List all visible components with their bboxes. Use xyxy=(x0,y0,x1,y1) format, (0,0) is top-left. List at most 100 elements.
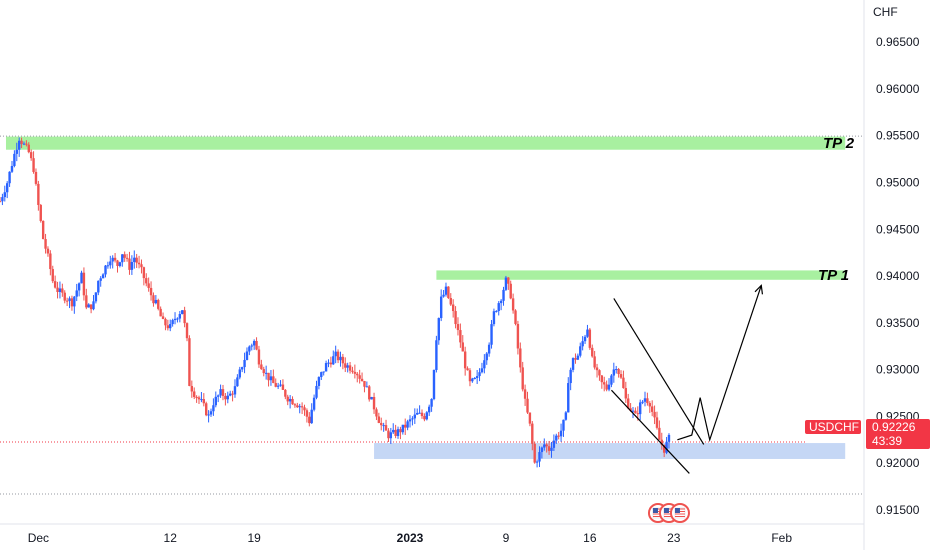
candle-body xyxy=(466,368,469,371)
candle-body xyxy=(106,265,110,267)
candle-body xyxy=(463,351,467,369)
candle-body xyxy=(519,348,522,368)
candle-body xyxy=(89,304,93,310)
candle-body xyxy=(145,278,148,284)
candle-body xyxy=(10,165,14,172)
trend-drawings xyxy=(610,284,764,474)
candle-body xyxy=(588,329,592,348)
candle-body xyxy=(444,286,448,295)
candle-body xyxy=(411,418,414,420)
time-axis[interactable]: Dec 12 19 2023 9 16 23 Feb xyxy=(28,531,793,545)
candle-body xyxy=(559,430,563,437)
time-tick-label: Dec xyxy=(28,531,49,545)
wedge-upper-line xyxy=(613,298,705,445)
candle-body xyxy=(80,272,83,284)
candle-body xyxy=(183,310,186,324)
candle-body xyxy=(171,320,174,325)
currency-label: CHF xyxy=(873,5,898,19)
candle-body xyxy=(648,403,651,407)
candle-body xyxy=(502,289,505,301)
candle-body xyxy=(214,396,217,406)
candle-body xyxy=(3,192,6,198)
candle-body xyxy=(605,384,608,390)
candle-body xyxy=(413,414,417,419)
candle-body xyxy=(303,407,306,411)
event-flag-icon[interactable] xyxy=(669,503,690,523)
candle-body xyxy=(598,370,601,376)
candle-body xyxy=(149,287,153,296)
candle-body xyxy=(320,372,323,378)
event-markers[interactable] xyxy=(647,503,690,523)
candle-body xyxy=(552,440,556,448)
candle-body xyxy=(193,391,196,397)
candle-body xyxy=(51,269,54,282)
candle-body xyxy=(298,406,301,408)
candle-body xyxy=(636,413,639,415)
candle-body xyxy=(545,444,548,447)
candle-body xyxy=(300,406,304,408)
candle-body xyxy=(41,220,45,240)
candle-body xyxy=(200,399,203,401)
candle-body xyxy=(406,421,409,428)
candle-body xyxy=(44,239,47,249)
price-axis[interactable]: 0.96500 0.96000 0.95500 0.95000 0.94500 0.940… xyxy=(876,35,920,517)
candle-body xyxy=(629,408,632,411)
candle-body xyxy=(250,345,253,347)
candle-body xyxy=(142,267,146,279)
candle-body xyxy=(473,377,476,379)
candle-body xyxy=(516,323,520,349)
candle-body xyxy=(238,369,241,378)
candle-body xyxy=(617,369,620,375)
candle-body xyxy=(401,424,405,433)
candle-body xyxy=(564,412,568,420)
tp2-label: TP 2 xyxy=(823,135,855,152)
candle-body xyxy=(380,422,383,426)
candle-body xyxy=(262,369,265,374)
candle-body xyxy=(181,310,184,315)
candle-body xyxy=(389,432,393,439)
candle-body xyxy=(94,292,98,302)
candle-body xyxy=(20,140,23,144)
time-tick-label: Feb xyxy=(771,531,792,545)
candle-body xyxy=(475,376,479,378)
candle-body xyxy=(245,351,249,360)
candle-body xyxy=(550,447,553,451)
candle-body xyxy=(212,405,215,412)
candle-body xyxy=(418,412,421,414)
candle-body xyxy=(660,439,663,445)
candle-body xyxy=(658,427,661,440)
candle-body xyxy=(610,375,613,385)
candle-body xyxy=(123,254,126,258)
candle-body xyxy=(267,372,270,381)
candle-body xyxy=(240,367,244,370)
candle-body xyxy=(68,298,71,301)
candle-body xyxy=(82,272,86,296)
candle-body xyxy=(281,384,285,390)
candle-body xyxy=(248,346,251,352)
last-price-badge xyxy=(866,419,930,449)
candle-body xyxy=(58,288,62,293)
candle-body xyxy=(286,396,289,402)
candle-body xyxy=(399,429,402,433)
candle-body xyxy=(116,260,119,266)
symbol-badge xyxy=(805,420,861,434)
candle-body xyxy=(113,257,117,261)
candle-body xyxy=(375,409,378,417)
candle-body xyxy=(437,318,440,341)
candle-body xyxy=(571,358,575,370)
candle-body xyxy=(166,325,170,329)
candle-body xyxy=(39,204,42,221)
candle-body xyxy=(360,378,364,382)
candle-body xyxy=(308,416,311,424)
candle-body xyxy=(310,409,313,424)
candle-body xyxy=(27,144,30,153)
candle-body xyxy=(483,360,486,369)
projection-arrowhead xyxy=(754,284,764,295)
candle-body xyxy=(650,406,654,412)
candle-body xyxy=(480,368,484,373)
candle-body xyxy=(504,277,508,290)
candle-body xyxy=(430,399,433,407)
candle-body xyxy=(63,292,66,301)
candle-body xyxy=(207,414,210,416)
